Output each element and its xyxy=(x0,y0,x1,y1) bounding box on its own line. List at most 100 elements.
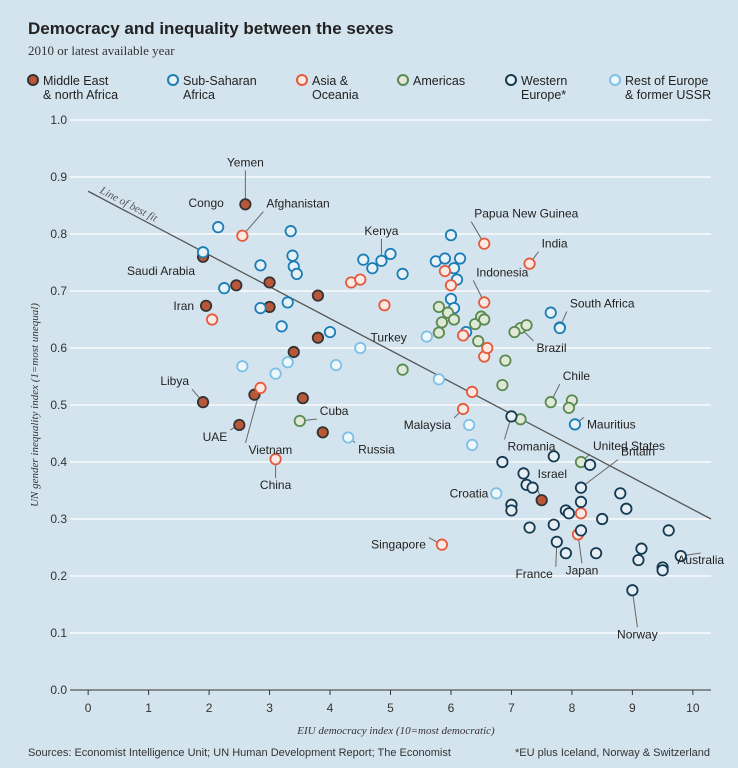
annotation-label: Vietnam xyxy=(248,443,292,457)
point-ssa xyxy=(196,246,210,259)
point-americas xyxy=(472,335,485,348)
point-ssa xyxy=(453,252,467,265)
point-ssa xyxy=(290,267,303,280)
point-asia xyxy=(206,313,219,326)
point-rest_europe xyxy=(329,358,343,372)
point-mena xyxy=(263,276,276,289)
point-ssa xyxy=(384,247,397,261)
point-ssa xyxy=(444,229,458,242)
point-western_europe xyxy=(559,547,572,560)
annotation-label: Norway xyxy=(617,627,658,641)
annotation-label: Kenya xyxy=(364,224,398,238)
annotations: Yemen Congo Afghanistan Kenya Papua New Guin… xyxy=(127,155,724,641)
x-tick-label: 6 xyxy=(448,701,455,715)
legend-marker-western_europe xyxy=(505,74,517,86)
annotation-label: Mauritius xyxy=(587,417,636,431)
y-tick-label: 0.6 xyxy=(50,341,67,355)
point-mena xyxy=(311,331,325,344)
point-western_europe xyxy=(626,584,639,597)
annotation-label: China xyxy=(260,478,292,492)
point-americas xyxy=(435,316,449,329)
point-ssa xyxy=(254,259,267,272)
point-ssa xyxy=(212,221,225,234)
annotation-label: France xyxy=(515,567,553,581)
y-tick-label: 1.0 xyxy=(50,113,67,127)
point-western_europe xyxy=(505,504,518,517)
x-tick-label: 10 xyxy=(686,701,700,715)
annotation-label: Romania xyxy=(507,439,555,453)
point-asia xyxy=(574,507,588,520)
point-americas xyxy=(478,313,491,326)
legend-label-americas: Americas xyxy=(413,74,465,88)
y-axis: 0.0 0.1 0.2 0.3 0.4 0.5 0.6 0.7 0.8 0.9 1.0 xyxy=(50,113,67,697)
point-americas xyxy=(520,319,533,332)
x-tick-label: 4 xyxy=(327,701,334,715)
point-rest_europe xyxy=(236,360,249,373)
point-western_europe xyxy=(562,507,575,520)
y-tick-label: 0.7 xyxy=(50,284,67,298)
annotation-label: Indonesia xyxy=(476,265,528,279)
point-ssa xyxy=(286,249,299,262)
annotation-label: Iran xyxy=(173,299,194,313)
point-western_europe xyxy=(550,535,563,548)
x-tick-label: 9 xyxy=(629,701,636,715)
point-asia xyxy=(456,402,470,416)
point-mena xyxy=(296,392,309,405)
point-asia xyxy=(466,385,479,398)
point-western_europe xyxy=(662,524,675,537)
fit-line xyxy=(87,190,712,520)
legend-marker-americas xyxy=(397,74,409,86)
point-mena xyxy=(311,289,325,302)
point-ssa xyxy=(568,418,582,431)
point-western_europe xyxy=(574,524,588,537)
point-americas xyxy=(432,326,445,339)
annotation-label: Russia xyxy=(358,442,395,456)
point-rest_europe xyxy=(281,356,294,369)
point-western_europe xyxy=(674,549,687,563)
y-tick-label: 0.4 xyxy=(50,455,67,469)
point-mena xyxy=(233,418,246,432)
point-western_europe xyxy=(656,564,669,577)
point-ssa xyxy=(254,301,267,315)
legend-marker-asia xyxy=(296,74,308,86)
y-tick-label: 0.3 xyxy=(50,512,67,526)
annotation-label: Malaysia xyxy=(404,418,452,432)
point-rest_europe xyxy=(466,438,479,451)
point-ssa xyxy=(553,321,566,335)
annotation-label: Cuba xyxy=(320,404,349,418)
point-asia xyxy=(438,264,452,278)
point-americas xyxy=(544,396,557,409)
point-western_europe xyxy=(517,467,530,480)
point-americas xyxy=(562,401,575,414)
point-asia xyxy=(481,341,494,355)
point-western_europe xyxy=(526,481,539,494)
point-western_europe xyxy=(590,547,603,560)
point-asia xyxy=(236,229,249,242)
legend-label-mena: & north Africa xyxy=(43,88,118,102)
annotation-label: Saudi Arabia xyxy=(127,264,195,278)
chart-subtitle: 2010 or latest available year xyxy=(28,43,175,58)
point-asia xyxy=(523,257,536,270)
legend-marker-rest_europe xyxy=(609,74,621,86)
annotation-leader xyxy=(631,590,638,628)
point-ssa xyxy=(544,306,557,319)
point-mena xyxy=(316,426,329,439)
legend-marker-mena xyxy=(27,74,39,86)
y-tick-label: 0.0 xyxy=(50,683,67,697)
x-tick-label: 3 xyxy=(266,701,273,715)
point-western_europe xyxy=(620,502,633,515)
annotation-label: Libya xyxy=(160,374,189,388)
annotation-label: Croatia xyxy=(450,486,489,500)
point-western_europe xyxy=(523,521,536,534)
point-asia xyxy=(478,237,491,250)
x-tick-label: 1 xyxy=(145,701,152,715)
legend-marker-ssa xyxy=(167,74,179,86)
point-asia xyxy=(435,538,449,551)
point-mena xyxy=(196,396,210,409)
annotation-label: Afghanistan xyxy=(266,197,329,211)
point-ssa xyxy=(438,252,452,265)
point-americas xyxy=(396,363,409,376)
x-tick-label: 0 xyxy=(85,701,92,715)
point-americas xyxy=(496,378,509,392)
